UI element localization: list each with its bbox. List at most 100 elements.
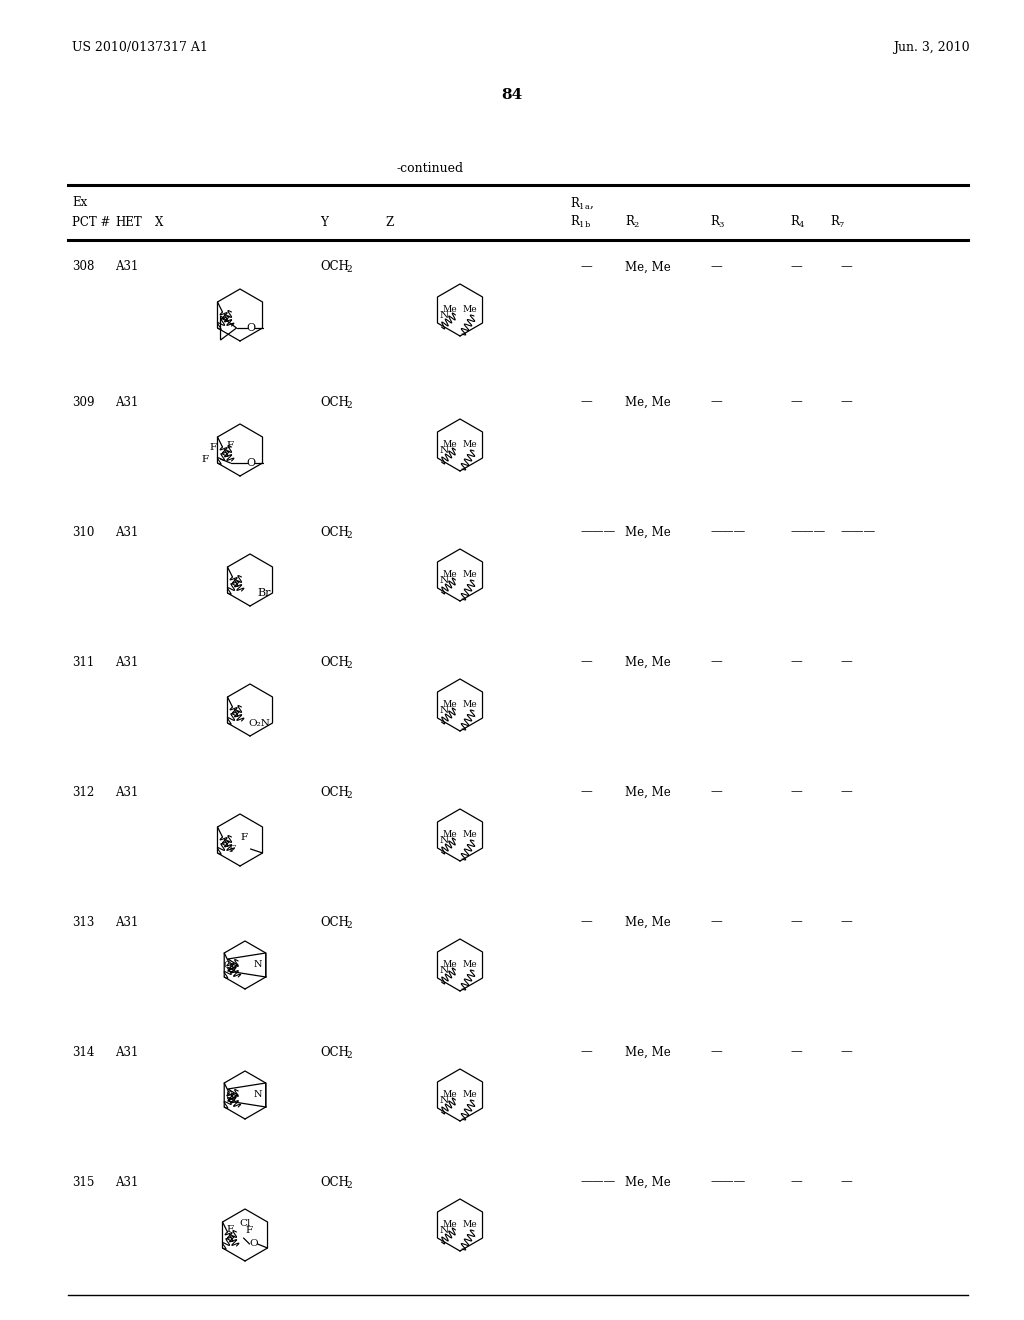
- Text: —: —: [710, 260, 722, 273]
- Text: Me: Me: [442, 570, 457, 579]
- Text: OCH: OCH: [319, 916, 349, 928]
- Text: —: —: [790, 785, 802, 799]
- Text: O: O: [246, 323, 255, 333]
- Text: Me: Me: [463, 305, 477, 314]
- Text: —: —: [710, 785, 722, 799]
- Text: Ex: Ex: [72, 197, 87, 210]
- Text: F: F: [246, 1226, 253, 1236]
- Text: OCH: OCH: [319, 785, 349, 799]
- Text: Br: Br: [257, 587, 270, 598]
- Text: Me, Me: Me, Me: [625, 260, 671, 273]
- Text: N: N: [439, 1096, 449, 1105]
- Text: OCH: OCH: [319, 656, 349, 668]
- Text: N: N: [439, 966, 449, 975]
- Text: Me, Me: Me, Me: [625, 1045, 671, 1059]
- Text: F: F: [229, 845, 237, 854]
- Text: 2: 2: [346, 400, 351, 409]
- Text: —: —: [790, 260, 802, 273]
- Text: 2: 2: [346, 531, 351, 540]
- Text: N: N: [439, 1226, 449, 1236]
- Text: N: N: [253, 1090, 262, 1100]
- Text: —: —: [580, 1045, 592, 1059]
- Text: N: N: [253, 960, 262, 969]
- Text: O₂N: O₂N: [249, 718, 270, 727]
- Text: 2: 2: [346, 1180, 351, 1189]
- Text: —: —: [840, 785, 852, 799]
- Text: —: —: [580, 396, 592, 408]
- Text: A31: A31: [115, 785, 138, 799]
- Text: 312: 312: [72, 785, 94, 799]
- Text: N: N: [439, 706, 449, 715]
- Text: —: —: [790, 656, 802, 668]
- Text: Me: Me: [442, 305, 457, 314]
- Text: -continued: -continued: [396, 161, 464, 174]
- Text: $\mathregular{R_{3}}$: $\mathregular{R_{3}}$: [710, 214, 726, 230]
- Text: F: F: [226, 1225, 233, 1234]
- Text: A31: A31: [115, 396, 138, 408]
- Text: —: —: [790, 1176, 802, 1188]
- Text: A31: A31: [115, 1176, 138, 1188]
- Text: Y: Y: [319, 215, 328, 228]
- Text: Cl: Cl: [240, 1218, 251, 1228]
- Text: 2: 2: [346, 660, 351, 669]
- Text: —: —: [840, 916, 852, 928]
- Text: —: —: [840, 260, 852, 273]
- Text: Me, Me: Me, Me: [625, 785, 671, 799]
- Text: US 2010/0137317 A1: US 2010/0137317 A1: [72, 41, 208, 54]
- Text: Jun. 3, 2010: Jun. 3, 2010: [893, 41, 970, 54]
- Text: F: F: [209, 442, 216, 451]
- Text: 2: 2: [346, 791, 351, 800]
- Text: 315: 315: [72, 1176, 94, 1188]
- Text: Me, Me: Me, Me: [625, 525, 671, 539]
- Text: $\mathregular{R_{1a}}$,: $\mathregular{R_{1a}}$,: [570, 195, 594, 211]
- Text: —: —: [710, 656, 722, 668]
- Text: Me: Me: [442, 700, 457, 709]
- Text: ———: ———: [790, 525, 825, 539]
- Text: Me: Me: [463, 440, 477, 449]
- Text: N: N: [439, 446, 449, 455]
- Text: O: O: [246, 458, 255, 469]
- Text: —: —: [580, 916, 592, 928]
- Text: ———: ———: [580, 525, 615, 539]
- Text: Me: Me: [442, 1090, 457, 1100]
- Text: $\mathregular{R_{2}}$: $\mathregular{R_{2}}$: [625, 214, 640, 230]
- Text: —: —: [580, 785, 592, 799]
- Text: Me, Me: Me, Me: [625, 916, 671, 928]
- Text: F: F: [241, 833, 248, 842]
- Text: Me: Me: [442, 960, 457, 969]
- Text: —: —: [710, 1045, 722, 1059]
- Text: Me: Me: [463, 830, 477, 840]
- Text: OCH: OCH: [319, 1176, 349, 1188]
- Text: Me: Me: [442, 830, 457, 840]
- Text: X: X: [155, 215, 164, 228]
- Text: OCH: OCH: [319, 525, 349, 539]
- Text: PCT #: PCT #: [72, 215, 111, 228]
- Text: —: —: [710, 916, 722, 928]
- Text: HET: HET: [115, 215, 141, 228]
- Text: ———: ———: [710, 525, 745, 539]
- Text: —: —: [580, 656, 592, 668]
- Text: A31: A31: [115, 916, 138, 928]
- Text: ———: ———: [710, 1176, 745, 1188]
- Text: $\mathregular{R_{7}}$: $\mathregular{R_{7}}$: [830, 214, 846, 230]
- Text: S: S: [225, 1090, 231, 1100]
- Text: 313: 313: [72, 916, 94, 928]
- Text: —: —: [790, 396, 802, 408]
- Text: Me: Me: [463, 1220, 477, 1229]
- Text: 310: 310: [72, 525, 94, 539]
- Text: 311: 311: [72, 656, 94, 668]
- Text: —: —: [840, 1176, 852, 1188]
- Text: O: O: [224, 961, 231, 969]
- Text: Me, Me: Me, Me: [625, 1176, 671, 1188]
- Text: —: —: [790, 1045, 802, 1059]
- Text: —: —: [790, 916, 802, 928]
- Text: Me: Me: [442, 440, 457, 449]
- Text: N: N: [439, 836, 449, 845]
- Text: F: F: [202, 454, 209, 463]
- Text: Me, Me: Me, Me: [625, 656, 671, 668]
- Text: 2: 2: [346, 265, 351, 275]
- Text: OCH: OCH: [319, 396, 349, 408]
- Text: Z: Z: [385, 215, 393, 228]
- Text: Me: Me: [463, 700, 477, 709]
- Text: O: O: [249, 1239, 258, 1249]
